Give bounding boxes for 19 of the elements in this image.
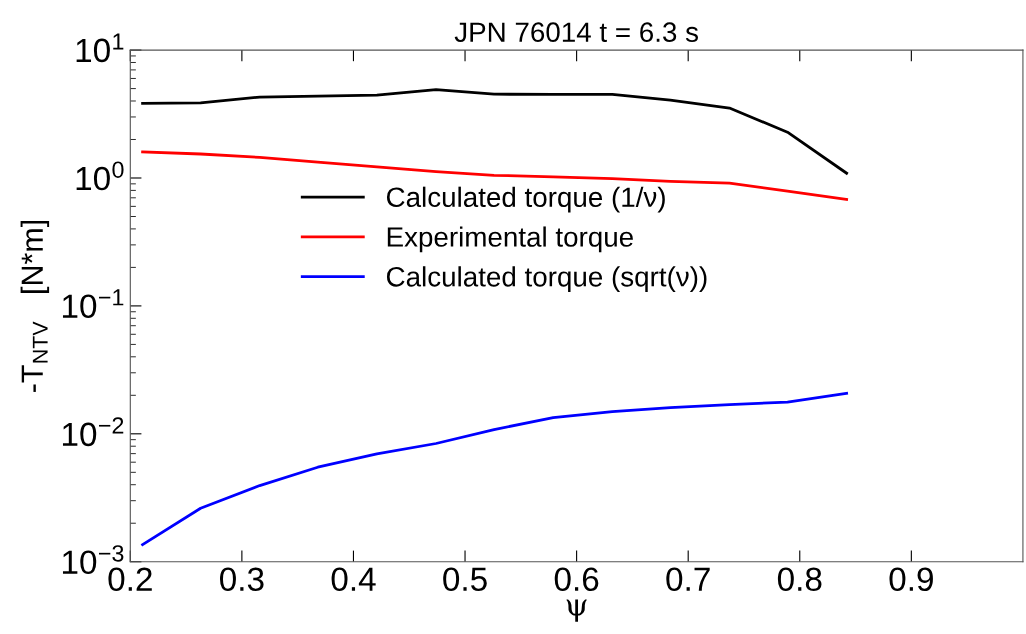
legend-label: Experimental torque <box>387 226 633 253</box>
x-tick-label: 0.7 <box>666 567 710 592</box>
line-series <box>141 88 849 175</box>
chart-title: JPN 76014 t = 6.3 s <box>454 22 698 43</box>
legend-label: Calculated torque (1/ν) <box>386 186 665 213</box>
x-tick-label: 0.3 <box>220 567 264 592</box>
line-series <box>141 392 849 547</box>
x-axis-title: ψ <box>566 599 587 622</box>
y-tick-label: 10$^{−1}$ <box>62 289 124 319</box>
legend-label: Calculated torque (sqrt(ν)) <box>386 266 707 293</box>
text: -T$_{NTV}$ [N*m] <box>20 220 50 392</box>
x-tick-label: 0.6 <box>554 567 599 592</box>
x-tick-label: 0.5 <box>443 567 487 592</box>
x-tick-label: 0.8 <box>777 567 822 592</box>
x-tick-label: 0.4 <box>331 567 376 592</box>
y-tick-label: 10$^{1}$ <box>76 33 124 63</box>
y-tick-label: 10$^{0}$ <box>76 161 124 191</box>
x-tick-label: 0.9 <box>889 567 933 592</box>
y-tick-label: 10$^{−2}$ <box>62 417 124 447</box>
